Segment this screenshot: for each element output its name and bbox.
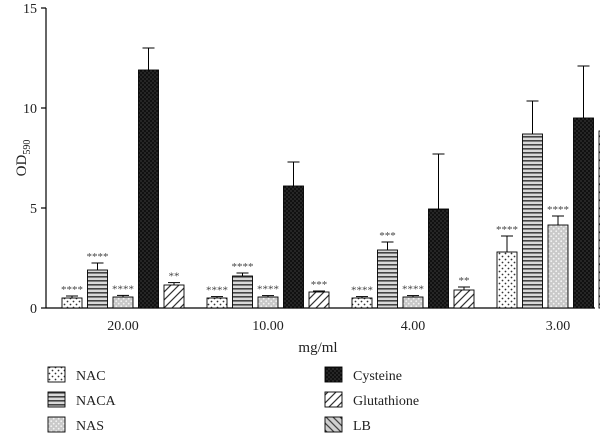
legend-swatch (47, 366, 66, 383)
legend-label: Glutathione (353, 394, 419, 409)
significance-label: *** (311, 279, 328, 291)
significance-labels: ************************** *** ***********… (61, 204, 569, 297)
significance-label: **** (232, 261, 254, 273)
y-axis-title: OD590 (14, 140, 33, 177)
significance-label: **** (351, 285, 373, 297)
bar-glutathione-20.00 (163, 284, 185, 309)
legend-item-nas: NAS (47, 416, 104, 434)
y-axis-title-main: OD (14, 155, 30, 177)
y-tick-label: 15 (23, 2, 37, 17)
bar-naca-3.00 (522, 133, 543, 309)
bar-cysteine-4.00 (428, 208, 449, 309)
x-tick-label: 4.00 (401, 319, 426, 334)
bar-nas-20.00 (112, 296, 134, 309)
bar-cysteine-3.00 (573, 117, 594, 309)
bar-naca-4.00 (377, 249, 398, 309)
significance-label: *** (379, 230, 396, 242)
bar-naca-20.00 (87, 269, 108, 309)
y-tick-label: 10 (23, 102, 37, 117)
y-axis-title-subscript: 590 (22, 140, 33, 155)
legend-swatch (47, 391, 66, 408)
significance-label: ** (169, 271, 180, 283)
significance-label: **** (402, 284, 424, 296)
legend-item-glutathione: Glutathione (324, 391, 419, 409)
significance-label: **** (61, 284, 83, 296)
bar-naca-10.00 (232, 275, 253, 309)
legend-swatch (324, 391, 343, 408)
bar-nas-10.00 (257, 296, 279, 309)
bar-nas-3.00 (547, 224, 569, 309)
bar-nac-3.00 (496, 251, 518, 309)
legend-label: NAC (76, 369, 106, 384)
error-bars (66, 47, 590, 298)
bar-nas-4.00 (402, 296, 424, 309)
x-axis-title: mg/ml (298, 340, 337, 356)
x-tick-label: 10.00 (252, 319, 284, 334)
legend-item-nac: NAC (47, 366, 106, 384)
legend-item-naca: NACA (47, 391, 117, 409)
bar-cysteine-10.00 (283, 185, 304, 309)
x-tick-label: 20.00 (107, 319, 139, 334)
legend-swatch (324, 416, 343, 433)
legend-swatch (324, 366, 343, 383)
bar-glutathione-10.00 (308, 291, 330, 309)
legend-item-cysteine: Cysteine (324, 366, 402, 384)
significance-label: **** (496, 224, 518, 236)
significance-label: **** (257, 284, 279, 296)
y-tick-label: 0 (30, 302, 37, 317)
significance-label: **** (87, 251, 109, 263)
legend: NAC NACA NAS Cysteine Glutathione LB (47, 366, 419, 434)
x-tick-label: 3.00 (546, 319, 571, 334)
bars (61, 69, 600, 309)
bar-cysteine-20.00 (138, 69, 159, 309)
bar-nac-4.00 (351, 297, 373, 309)
legend-label: NAS (76, 419, 104, 434)
bar-nac-10.00 (206, 297, 228, 309)
legend-swatch (47, 416, 66, 433)
legend-item-lb: LB (324, 416, 371, 434)
bar-nac-20.00 (61, 297, 83, 309)
legend-label: LB (353, 419, 371, 434)
axes: 0 5 10 15 OD590 mg/ml (14, 2, 595, 356)
significance-label: **** (206, 285, 228, 297)
y-tick-label: 5 (30, 202, 37, 217)
legend-label: Cysteine (353, 369, 402, 384)
bar-glutathione-4.00 (453, 289, 475, 309)
legend-label: NACA (76, 394, 117, 409)
significance-label: **** (112, 283, 134, 295)
significance-label: **** (547, 204, 569, 216)
significance-label: ** (459, 275, 470, 287)
